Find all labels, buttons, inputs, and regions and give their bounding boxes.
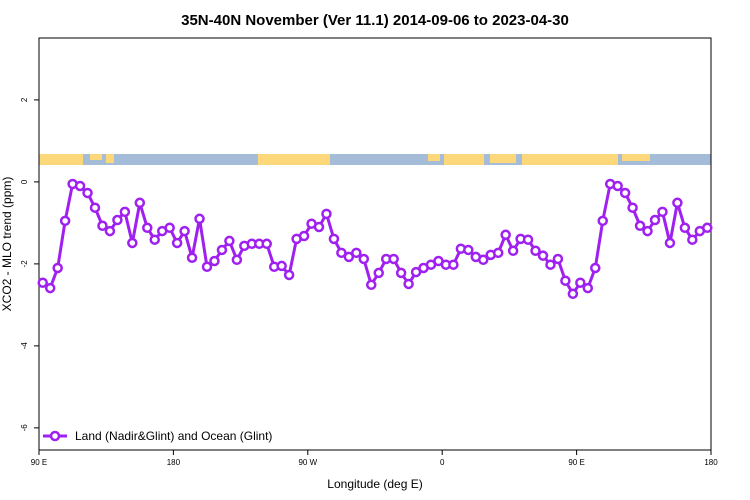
point [448,259,459,270]
point [231,254,243,266]
point [97,220,108,232]
x-tick-label: 180 [704,458,718,467]
point [597,215,608,227]
point [657,206,668,218]
x-tick-label: 90 E [31,458,47,467]
point [575,277,586,288]
point [44,282,56,294]
point [149,234,160,245]
point [52,262,63,274]
x-tick-label: 180 [167,458,181,467]
point [201,261,213,273]
y-tick-label: -2 [20,260,29,268]
point [552,253,564,265]
point [582,282,594,294]
chart-title: 35N-40N November (Ver 11.1) 2014-09-06 t… [181,12,569,29]
plot-frame [38,37,712,451]
point [59,215,71,227]
legend-marker [49,430,61,442]
point [395,267,407,279]
point [679,222,691,234]
x-tick-label: 90 E [568,458,584,467]
point [590,262,601,274]
point [463,244,474,256]
point [649,214,661,226]
point [507,245,519,257]
point [142,222,153,234]
point [388,253,399,265]
point [179,225,190,237]
point [358,253,370,265]
point [134,197,146,209]
point [351,247,362,259]
point [127,237,138,249]
point [171,237,183,249]
point [216,244,228,256]
point [545,259,556,270]
point [119,206,131,218]
point [672,197,683,209]
y-tick-label: -6 [20,424,29,432]
point [224,235,235,247]
y-tick-label: -4 [20,342,29,350]
x-axis-label: Longitude (deg E) [327,477,422,491]
y-tick-label: 0 [20,179,29,184]
land-ocean-strip [39,154,711,165]
point [522,234,534,245]
point [328,233,340,245]
point [321,208,332,220]
point [298,230,310,242]
x-tick-label: 90 W [298,458,317,467]
point [560,275,571,286]
point [366,279,377,291]
point [104,225,116,237]
point [627,202,638,213]
point [164,222,175,234]
point [276,260,287,272]
point [194,213,205,225]
point [492,247,504,259]
point [313,221,325,233]
point [567,288,579,300]
legend-label: Land (Nadir&Glint) and Ocean (Glint) [75,429,272,443]
y-tick-label: 2 [20,97,29,102]
point [612,180,623,192]
point [112,214,123,226]
x-tick-label: 0 [440,458,445,467]
point [619,187,631,199]
point [410,266,422,278]
point [403,278,414,290]
point [642,225,653,237]
point [500,229,511,241]
point [186,252,198,263]
point [209,255,220,267]
point [687,234,698,245]
point [478,254,489,266]
point [37,277,48,288]
point [373,267,384,279]
y-axis-label: XCO2 - MLO trend (ppm) [0,177,14,312]
point [702,222,713,234]
point [664,237,676,249]
point [74,180,86,192]
point [283,269,295,281]
point [634,220,646,232]
point [530,245,541,257]
point [336,247,347,259]
point [82,187,93,199]
point [537,250,549,261]
point [89,202,101,213]
point [261,238,272,250]
point [343,251,355,263]
